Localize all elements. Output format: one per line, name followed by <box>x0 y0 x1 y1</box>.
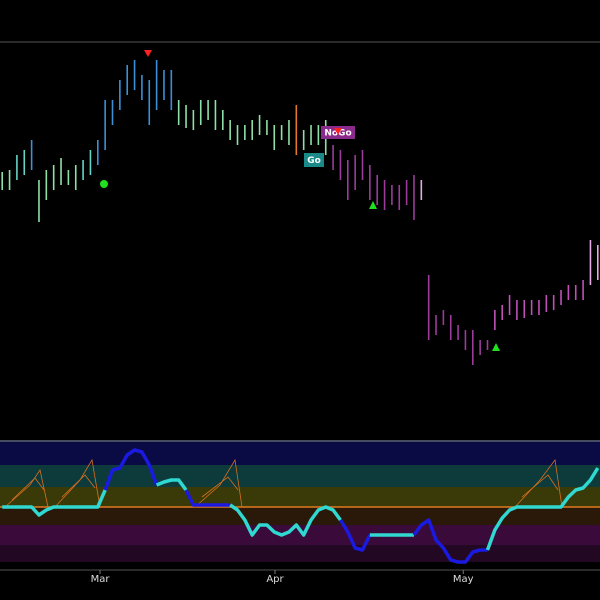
oscillator <box>2 448 600 564</box>
oscillator-line <box>338 519 372 552</box>
signal-marker <box>334 128 342 135</box>
price-bars <box>1 60 599 365</box>
mesh-shape <box>521 474 559 498</box>
x-tick-label: Mar <box>91 574 111 585</box>
oscillator-line <box>2 489 107 517</box>
go-badge <box>304 153 324 167</box>
mesh-shape <box>514 458 563 508</box>
signal-marker <box>144 50 152 57</box>
oscillator-line <box>412 518 488 564</box>
band <box>0 507 600 525</box>
oscillator-line <box>103 448 159 491</box>
band <box>0 465 600 487</box>
signal-marker <box>100 180 108 188</box>
oscillator-line <box>485 467 600 551</box>
signal-marker <box>369 201 377 209</box>
x-ticks: Mar Apr May <box>91 570 474 585</box>
oscillator-bands <box>0 442 600 562</box>
band <box>0 487 600 507</box>
mesh-shape <box>194 458 243 508</box>
signal-marker <box>492 343 500 351</box>
band <box>0 442 600 465</box>
oscillator-line <box>155 478 188 492</box>
band <box>0 525 600 545</box>
oscillator-line <box>229 503 342 537</box>
mesh-shape <box>54 458 101 508</box>
mesh-shape <box>201 476 239 498</box>
band <box>0 545 600 562</box>
mesh-shape <box>61 474 96 498</box>
mesh <box>4 458 563 508</box>
x-tick-label: Apr <box>266 574 284 585</box>
go-label: Go <box>307 156 321 166</box>
mesh-shape <box>11 477 45 501</box>
x-tick-label: May <box>453 574 474 585</box>
oscillator-line <box>184 489 231 507</box>
